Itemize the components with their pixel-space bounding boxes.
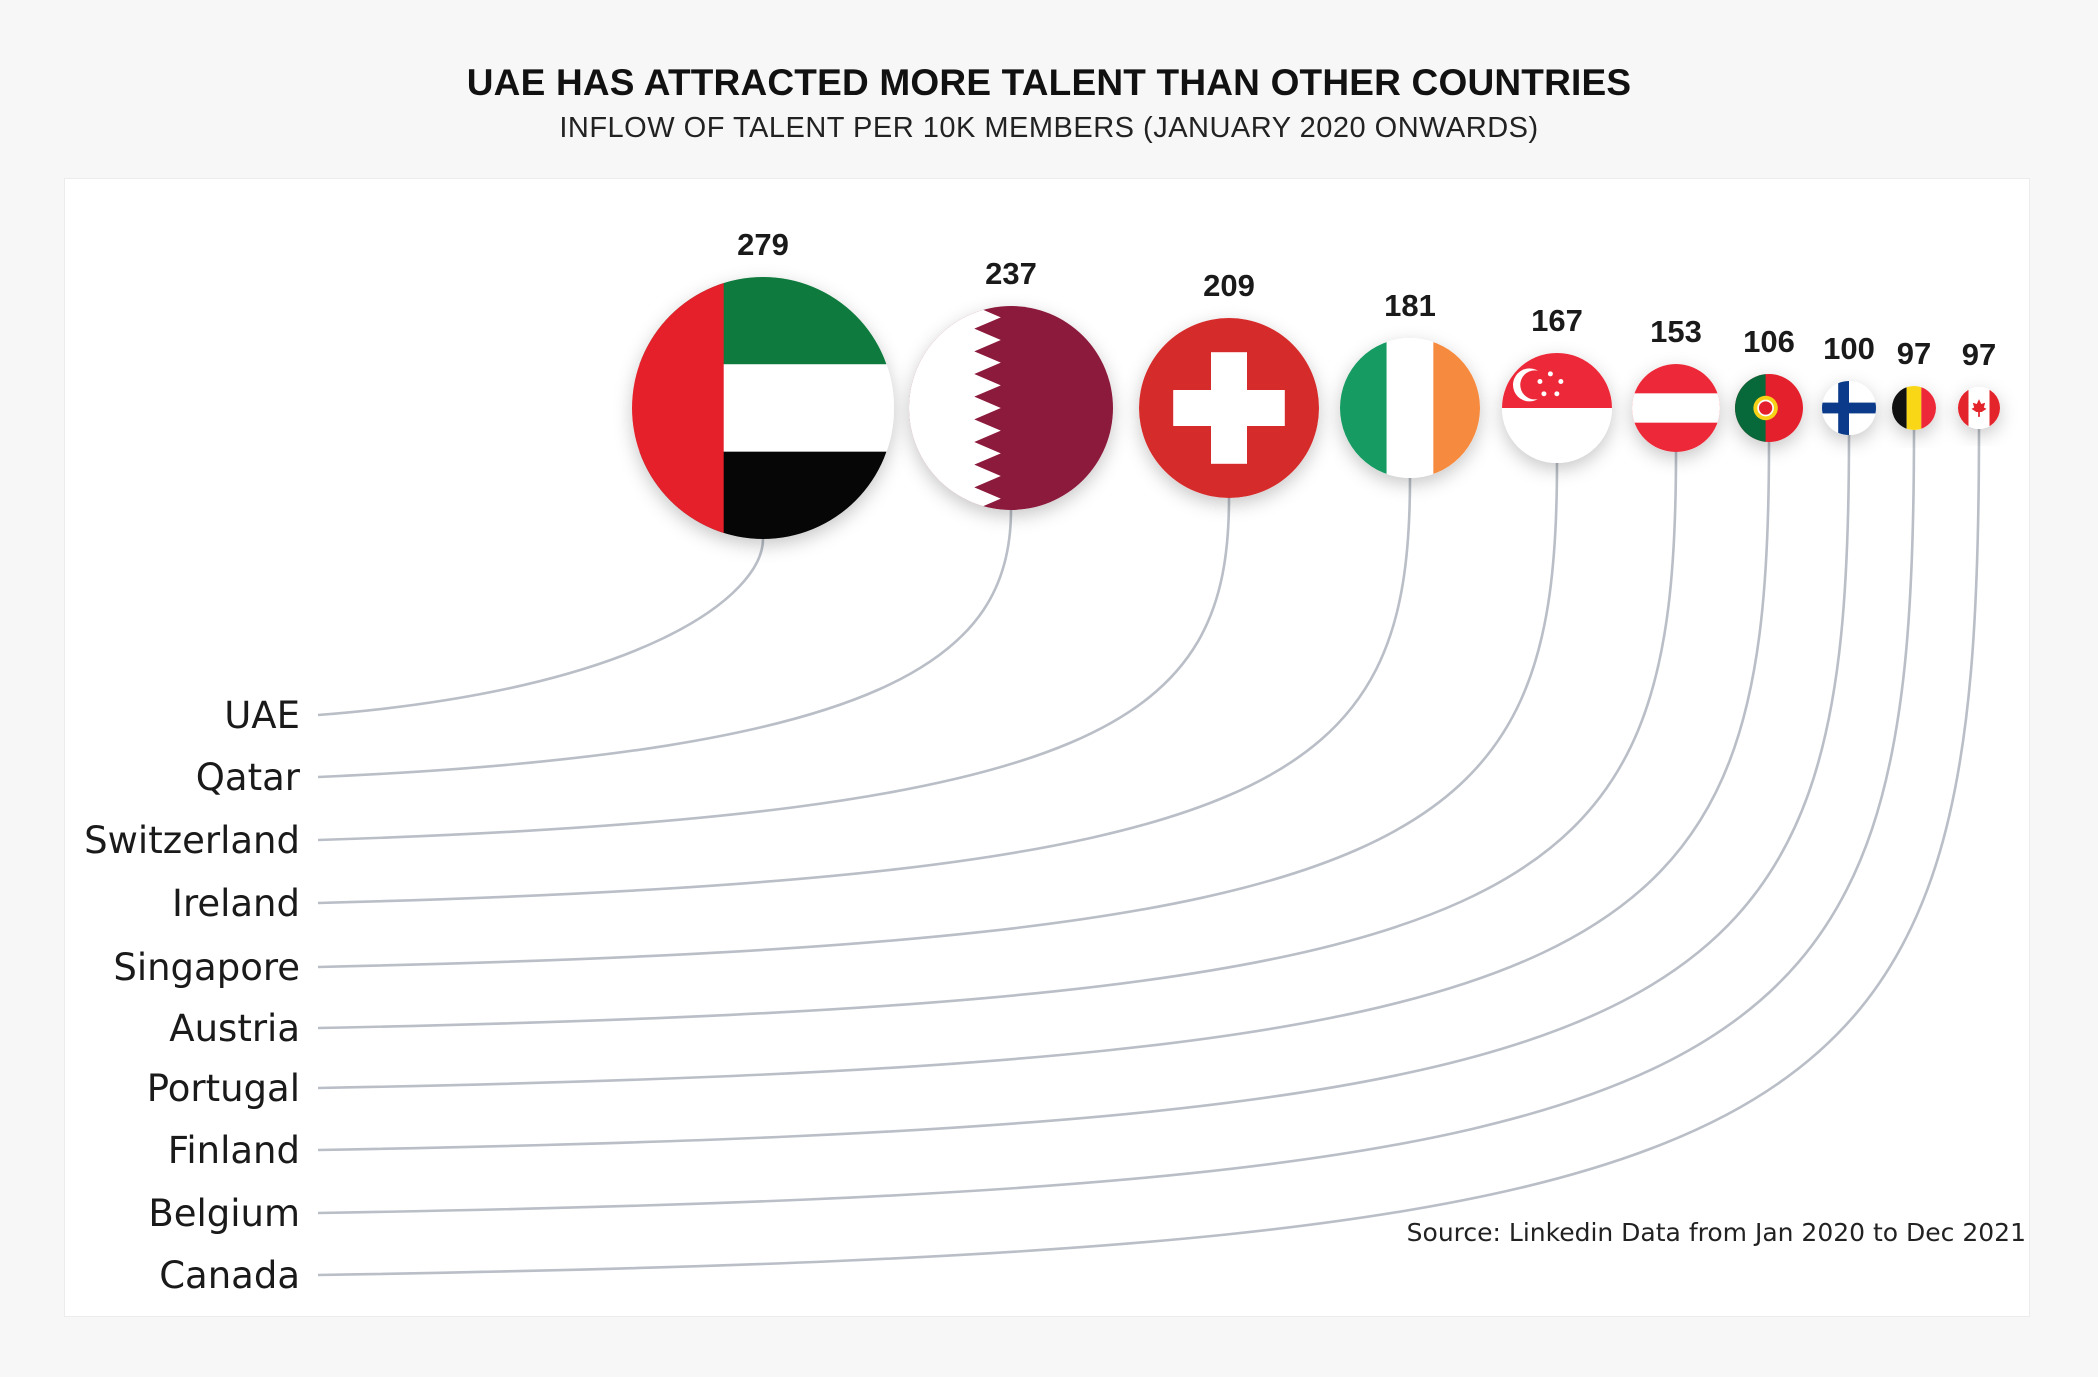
connector-portugal <box>317 441 1771 1090</box>
connector-ireland <box>317 477 1412 905</box>
austria-flag-icon <box>1632 364 1720 452</box>
bubble-uae <box>632 277 894 539</box>
flag-bubbles <box>632 277 2000 539</box>
bubble-qatar <box>909 306 1113 510</box>
value-label-belgium: 97 <box>1897 336 1931 371</box>
value-label-canada: 97 <box>1962 337 1996 372</box>
country-label-finland: Finland <box>168 1129 300 1172</box>
connector-canada <box>317 428 1981 1277</box>
bubble-canada <box>1958 387 2000 429</box>
qatar-flag-icon <box>909 306 1113 510</box>
singapore-flag-icon <box>1502 353 1612 463</box>
bubble-finland <box>1822 381 1876 435</box>
bubble-austria <box>1632 364 1720 452</box>
ireland-flag-icon <box>1340 338 1480 478</box>
connector-qatar <box>317 509 1013 779</box>
country-label-belgium: Belgium <box>148 1192 300 1235</box>
bubble-belgium <box>1892 386 1936 430</box>
belgium-flag-icon <box>1892 386 1936 430</box>
country-label-portugal: Portugal <box>147 1067 300 1110</box>
value-label-singapore: 167 <box>1531 303 1583 338</box>
value-label-qatar: 237 <box>985 256 1037 291</box>
value-label-austria: 153 <box>1650 314 1702 349</box>
bubble-switzerland <box>1139 318 1319 498</box>
country-label-canada: Canada <box>159 1254 300 1297</box>
connector-austria <box>317 451 1678 1030</box>
connector-belgium <box>317 429 1916 1215</box>
connector-singapore <box>317 462 1559 969</box>
connector-finland <box>317 434 1851 1152</box>
value-label-switzerland: 209 <box>1203 268 1255 303</box>
bubble-ireland <box>1340 338 1480 478</box>
portugal-flag-icon <box>1735 374 1803 442</box>
value-label-uae: 279 <box>737 227 789 262</box>
chart-title: UAE HAS ATTRACTED MORE TALENT THAN OTHER… <box>466 62 1632 103</box>
country-label-switzerland: Switzerland <box>84 819 300 862</box>
canada-flag-icon <box>1958 387 2000 429</box>
country-label-ireland: Ireland <box>172 882 300 925</box>
value-label-ireland: 181 <box>1384 288 1436 323</box>
value-labels: 279 237 209 181 167 153 106 100 97 97 <box>737 227 1996 372</box>
source-note: Source: Linkedin Data from Jan 2020 to D… <box>1406 1218 2026 1247</box>
country-label-austria: Austria <box>169 1007 300 1050</box>
chart-subtitle: INFLOW OF TALENT PER 10K MEMBERS (JANUAR… <box>559 112 1539 144</box>
bubble-portugal <box>1735 374 1803 442</box>
connector-lines <box>317 428 1981 1277</box>
bubble-singapore <box>1502 353 1612 463</box>
country-labels: UAE Qatar Switzerland Ireland Singapore Austr… <box>84 694 301 1297</box>
connector-uae <box>317 538 765 717</box>
country-label-singapore: Singapore <box>113 946 300 989</box>
finland-flag-icon <box>1822 381 1876 435</box>
country-label-uae: UAE <box>224 694 300 737</box>
switzerland-flag-icon <box>1139 318 1319 498</box>
uae-flag-icon <box>632 277 894 539</box>
country-label-qatar: Qatar <box>196 756 301 799</box>
value-label-finland: 100 <box>1823 331 1875 366</box>
value-label-portugal: 106 <box>1743 324 1795 359</box>
connector-switzerland <box>317 497 1231 842</box>
